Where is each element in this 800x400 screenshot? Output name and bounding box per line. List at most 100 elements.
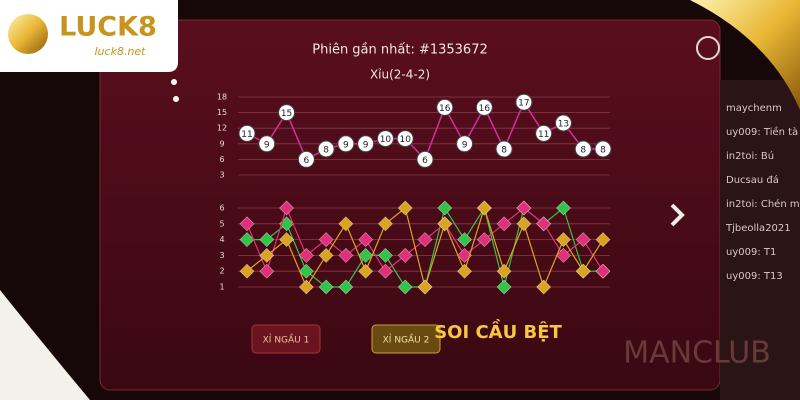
dice-marker [338,279,354,295]
dice-marker [595,263,611,279]
total-label: 13 [558,120,569,130]
chat-line: maychenm [726,103,782,114]
total-marker [594,140,612,158]
dice-marker [318,279,334,295]
close-button[interactable] [696,36,720,60]
chat-line: uy009: Tiền tà [726,126,798,138]
dice-marker [556,200,571,216]
dot [173,96,179,102]
button[interactable] [251,324,321,354]
total-marker [357,135,375,153]
total-marker [376,130,394,148]
y-tick-label: 3 [219,251,224,260]
dice-marker [516,200,532,216]
dice-marker [298,263,314,279]
dice-marker [575,263,591,279]
dice-marker [378,247,393,263]
y-tick-label: 1 [219,283,224,292]
total-label: 9 [343,140,349,150]
dice-marker [318,247,334,263]
dice-marker [496,216,512,232]
session-id: Phiên gần nhất: #1353672 [312,43,488,58]
dice-marker [358,232,374,248]
y-tick-label: 3 [219,171,224,180]
dice-marker [437,200,453,216]
dice-marker [457,247,472,263]
dice-marker [437,216,453,232]
dice-marker [239,232,255,248]
dot [171,79,177,85]
next-arrow[interactable] [670,203,685,227]
dice-marker [298,279,314,295]
dice-marker [318,232,334,248]
dice-marker [279,200,294,216]
dice-marker [536,216,552,232]
total-marker [416,150,434,168]
y-tick-label: 5 [219,219,224,228]
watermark: MANCLUB [623,336,771,371]
dice-marker [417,232,433,248]
total-label: 16 [439,104,451,114]
dice-marker [259,263,275,279]
total-marker [278,104,296,122]
dice-marker [358,263,374,279]
total-label: 9 [363,140,369,150]
total-label: 8 [600,146,606,156]
y-tick-label: 6 [219,155,224,164]
chat-line: in2toi: Bú [726,150,774,162]
dice-marker [457,232,472,248]
logo-url: luck8.net [95,45,147,58]
dice-marker [397,279,413,295]
dice-marker [536,279,552,295]
total-marker [258,135,276,153]
total-label: 8 [501,146,507,156]
dice-marker [279,232,294,248]
chat-line: Ducsau đá [726,174,779,186]
chat-line: uy009: T13 [726,271,783,282]
button-label: XỈ NGẦU 2 [383,333,430,346]
y-tick-label: 4 [219,235,224,244]
dice-marker [239,263,255,279]
dice-marker [476,200,492,216]
dice-marker [239,216,255,232]
total-label: 15 [281,109,292,119]
dice-marker [378,263,393,279]
dice-marker [496,263,512,279]
total-label: 9 [264,140,270,150]
total-label: 9 [462,140,468,150]
total-marker [475,98,493,116]
total-label: 10 [399,135,411,145]
total-marker [574,140,592,158]
dice-marker [556,247,571,263]
caption: SOI CẦU BỆT [434,319,562,343]
button[interactable] [371,324,441,354]
total-marker [238,124,256,142]
total-label: 6 [303,156,309,166]
total-marker [436,98,454,116]
total-marker [554,114,572,132]
dice-marker [338,247,354,263]
dice-marker [259,247,275,263]
chat-list: maychenm uy009: Tiền tà in2toi: Bú Ducsau đ… [725,103,800,282]
y-tick-label: 9 [219,139,224,148]
logo-box [0,0,178,72]
chat-line: in2toi: Chén m [726,198,800,210]
total-marker [456,135,474,153]
chat-panel [720,80,800,400]
total-label: 11 [241,130,252,140]
dice-marker [417,279,433,295]
total-label: 11 [538,130,549,140]
total-label: 16 [479,104,491,114]
dice-marker [516,216,532,232]
dice-marker [595,232,611,248]
corner-curl [690,0,800,110]
corner-white [0,290,90,400]
total-marker [515,93,533,111]
dice-marker [397,200,413,216]
dice-marker [358,247,374,263]
total-marker [495,140,513,158]
button-label: XỈ NGẦU 1 [263,333,310,346]
total-label: 8 [323,146,329,156]
